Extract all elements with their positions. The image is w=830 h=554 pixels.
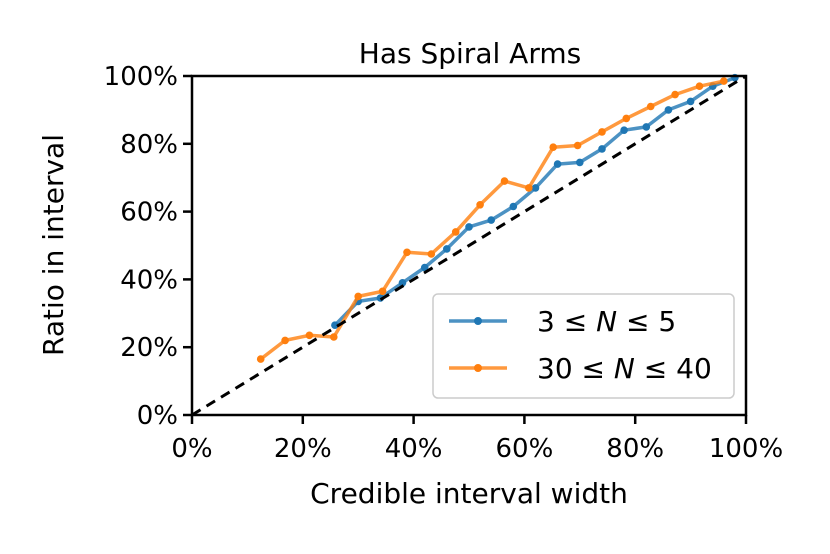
y-tick-label: 60% bbox=[120, 198, 178, 228]
series-1-point bbox=[576, 158, 584, 167]
series-2-line bbox=[259, 79, 725, 361]
series-2-point bbox=[451, 228, 460, 236]
x-tick-label: 100% bbox=[709, 434, 783, 464]
series-2-point bbox=[305, 331, 314, 340]
series-1-point bbox=[331, 321, 339, 330]
chart-title: Has Spiral Arms bbox=[359, 37, 581, 70]
x-tick-label: 80% bbox=[606, 434, 664, 464]
series-2-point bbox=[622, 114, 631, 123]
series-2-point bbox=[671, 90, 679, 99]
series-2-point bbox=[330, 333, 338, 341]
legend-label-series-1: 3 ≤ N ≤ 5 bbox=[537, 305, 676, 338]
series-2-point bbox=[573, 141, 582, 150]
series-2-point bbox=[500, 177, 509, 185]
series-2-point bbox=[476, 201, 484, 209]
y-tick-label: 0% bbox=[137, 401, 178, 431]
series-2-point bbox=[281, 336, 289, 345]
series-2-point bbox=[256, 355, 265, 363]
series-1-point bbox=[664, 106, 673, 114]
series-2-point bbox=[720, 77, 728, 85]
series-2-point bbox=[378, 287, 387, 296]
series-2-point bbox=[403, 248, 411, 257]
series-1-point bbox=[553, 160, 562, 168]
x-tick-label: 60% bbox=[496, 434, 554, 464]
series-2-point bbox=[598, 128, 606, 136]
series-1-point bbox=[487, 216, 496, 224]
axis-ticks: 0% 20% 40% 60% 80% 100% 0% 20% 40% 60% 80% 100% bbox=[104, 62, 784, 464]
series-1-point bbox=[420, 263, 429, 272]
y-tick-label: 40% bbox=[120, 265, 178, 295]
series-2-point bbox=[525, 184, 533, 192]
x-tick-label: 0% bbox=[171, 434, 212, 464]
series-2-point bbox=[549, 143, 557, 151]
y-tick-label: 100% bbox=[104, 62, 178, 92]
legend: 3 ≤ N ≤ 5 30 ≤ N ≤ 40 bbox=[432, 293, 735, 399]
series-1-point bbox=[398, 279, 407, 287]
series-1-point bbox=[531, 184, 540, 192]
reference-diagonal-line bbox=[191, 74, 747, 417]
series-1-line bbox=[333, 76, 736, 327]
series-1-point bbox=[465, 223, 473, 231]
y-tick-label: 80% bbox=[120, 130, 178, 160]
x-tick-label: 40% bbox=[385, 434, 443, 464]
x-tick-label: 20% bbox=[274, 434, 332, 464]
y-axis-label: Ratio in interval bbox=[37, 134, 70, 356]
legend-marker-series-2 bbox=[474, 364, 482, 372]
legend-marker-series-1 bbox=[474, 317, 482, 325]
series-2-point bbox=[354, 292, 363, 301]
series-1-point bbox=[443, 245, 451, 253]
axes-frame bbox=[190, 74, 748, 417]
series-2-point bbox=[646, 102, 655, 111]
series-2-point bbox=[427, 250, 436, 258]
series-1-point bbox=[509, 202, 518, 211]
series-1-point bbox=[686, 97, 695, 106]
series-2-point bbox=[695, 82, 704, 90]
series-1-point bbox=[642, 123, 651, 131]
series-1-point bbox=[620, 126, 628, 134]
legend-label-series-2: 30 ≤ N ≤ 40 bbox=[537, 352, 712, 385]
x-axis-label: Credible interval width bbox=[310, 477, 628, 510]
series-1-point bbox=[598, 145, 606, 153]
plot-area bbox=[191, 73, 747, 417]
legend-box bbox=[432, 293, 735, 399]
y-tick-label: 20% bbox=[120, 333, 178, 363]
